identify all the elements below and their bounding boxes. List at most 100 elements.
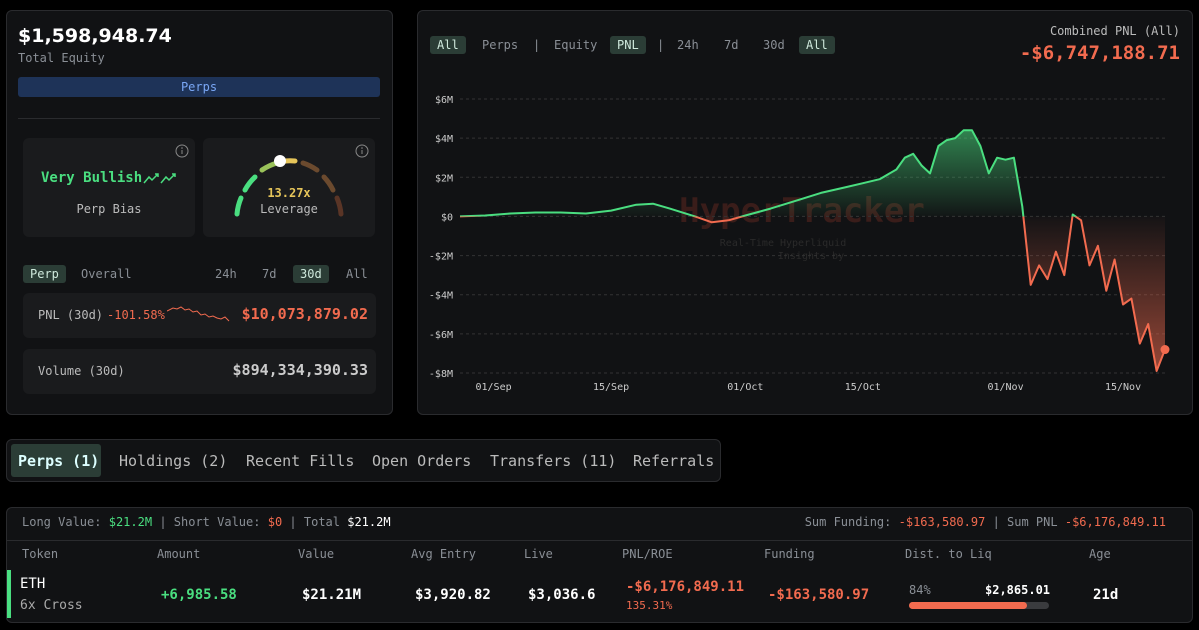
x-tick-label: 01/Oct (727, 382, 763, 393)
leverage-gauge (234, 155, 344, 217)
equity-label: Total Equity (18, 51, 105, 65)
info-icon (175, 144, 189, 158)
age: 21d (1093, 587, 1119, 603)
x-tick-label: 15/Nov (1105, 382, 1141, 393)
summary-value: -$6,176,849.11 (1064, 515, 1166, 529)
column-header: Age (1089, 547, 1111, 561)
y-tick-label: $4M (435, 134, 453, 145)
leverage-card: 13.27x Leverage (203, 138, 375, 237)
tab[interactable]: Recent Fills (246, 452, 355, 470)
divider (7, 540, 1192, 541)
period-tab[interactable]: 7d (262, 267, 277, 281)
period-tab[interactable]: 24h (215, 267, 237, 281)
toolbar-button[interactable]: 7d (724, 38, 739, 52)
period-tab[interactable]: Overall (81, 267, 132, 281)
summary-line: Long Value: $21.2M | Short Value: $0 | T… (22, 515, 391, 529)
leverage-caption: Leverage (260, 202, 318, 216)
column-header: Avg Entry (411, 547, 477, 561)
period-tab[interactable]: 30d (293, 265, 329, 283)
liq-bar-track (909, 602, 1049, 609)
y-tick-label: -$4M (429, 291, 453, 302)
column-header: Dist. to Liq (905, 547, 992, 561)
margin-mode: 6x Cross (20, 598, 83, 613)
pnl-area (460, 130, 1165, 371)
liq-distance: 84% (909, 583, 931, 597)
summary-label: Sum Funding: (804, 515, 892, 529)
separator: | (533, 38, 541, 52)
toolbar-button[interactable]: Perps (482, 38, 519, 52)
column-header: PNL/ROE (622, 547, 673, 561)
row-accent (7, 570, 11, 618)
toolbar-button[interactable]: All (799, 36, 835, 54)
pnl-sparkline (167, 306, 230, 322)
tab[interactable]: Transfers (11) (490, 452, 617, 470)
tab[interactable]: Holdings (2) (119, 452, 228, 470)
separator: | (657, 38, 665, 52)
period-tab[interactable]: All (346, 267, 368, 281)
summary-value: $21.2M (108, 515, 153, 529)
volume-label: Volume (30d) (38, 364, 125, 378)
tab[interactable]: Open Orders (372, 452, 472, 470)
pnl-pct: -101.58% (107, 308, 165, 322)
pnl-card: PNL (30d) -101.58% $10,073,879.02 (23, 293, 376, 338)
x-tick-label: 01/Nov (987, 382, 1023, 393)
amount: +6,985.58 (161, 587, 237, 603)
watermark: Insights by (778, 251, 844, 262)
liq-price: $2,865.01 (985, 583, 1051, 597)
trend-icon (143, 173, 176, 184)
value: $21.21M (302, 587, 362, 603)
y-tick-label: -$8M (429, 369, 453, 380)
pnl-value: $10,073,879.02 (241, 305, 368, 323)
combined-label: Combined PNL (All) (1049, 24, 1180, 38)
pnl-chart: HyperTracker Real-Time Hyperliquid Insig… (429, 95, 1170, 393)
y-tick-label: $2M (435, 173, 453, 184)
toolbar-button[interactable]: PNL (610, 36, 646, 54)
column-header: Live (524, 547, 553, 561)
perps-tab[interactable]: Perps (18, 77, 380, 97)
column-header: Token (22, 547, 59, 561)
toolbar-button[interactable]: All (430, 36, 466, 54)
column-header: Value (298, 547, 335, 561)
summary-label: Total (303, 515, 340, 529)
toolbar-button[interactable]: Equity (554, 38, 598, 52)
x-tick-label: 15/Sep (593, 382, 629, 393)
summary-value: $0 (267, 515, 283, 529)
funding: -$163,580.97 (768, 587, 870, 603)
bias-label: Very Bullish (41, 170, 143, 186)
tab[interactable]: Perps (1) (18, 452, 100, 470)
column-header: Amount (157, 547, 201, 561)
toolbar-button[interactable]: 30d (763, 38, 785, 52)
y-tick-label: $6M (435, 95, 453, 106)
summary-value: -$163,580.97 (898, 515, 986, 529)
toolbar-button[interactable]: 24h (677, 38, 699, 52)
bias-card: Very Bullish Perp Bias (23, 138, 195, 237)
token: ETH (20, 576, 46, 592)
y-tick-label: -$2M (429, 252, 453, 263)
equity-value: $1,598,948.74 (18, 25, 172, 47)
liq-bar (909, 602, 1027, 609)
roe: 135.31% (626, 599, 673, 612)
tab-highlight (11, 444, 101, 477)
pnl-line (459, 129, 1166, 372)
summary-label: Sum PNL (1007, 515, 1058, 529)
avg-entry: $3,920.82 (415, 587, 491, 603)
divider (18, 118, 380, 119)
x-tick-label: 01/Sep (476, 382, 512, 393)
leverage-value: 13.27x (267, 186, 311, 200)
tab-bar (6, 439, 721, 482)
period-tab[interactable]: Perp (23, 265, 66, 283)
summary-line: Sum Funding: -$163,580.97 | Sum PNL -$6,… (804, 515, 1166, 529)
x-tick-label: 15/Oct (845, 382, 881, 393)
tab[interactable]: Referrals (633, 452, 715, 470)
live-price: $3,036.6 (528, 587, 596, 603)
watermark: Real-Time Hyperliquid (720, 238, 846, 249)
pnl-label: PNL (30d) (38, 308, 104, 322)
combined-value: -$6,747,188.71 (1019, 42, 1180, 64)
column-header: Funding (764, 547, 815, 561)
summary-value: $21.2M (347, 515, 391, 529)
y-tick-label: -$6M (429, 330, 453, 341)
volume-value: $894,334,390.33 (232, 361, 368, 379)
summary-label: Short Value: (173, 515, 261, 529)
pnl: -$6,176,849.11 (626, 579, 745, 595)
